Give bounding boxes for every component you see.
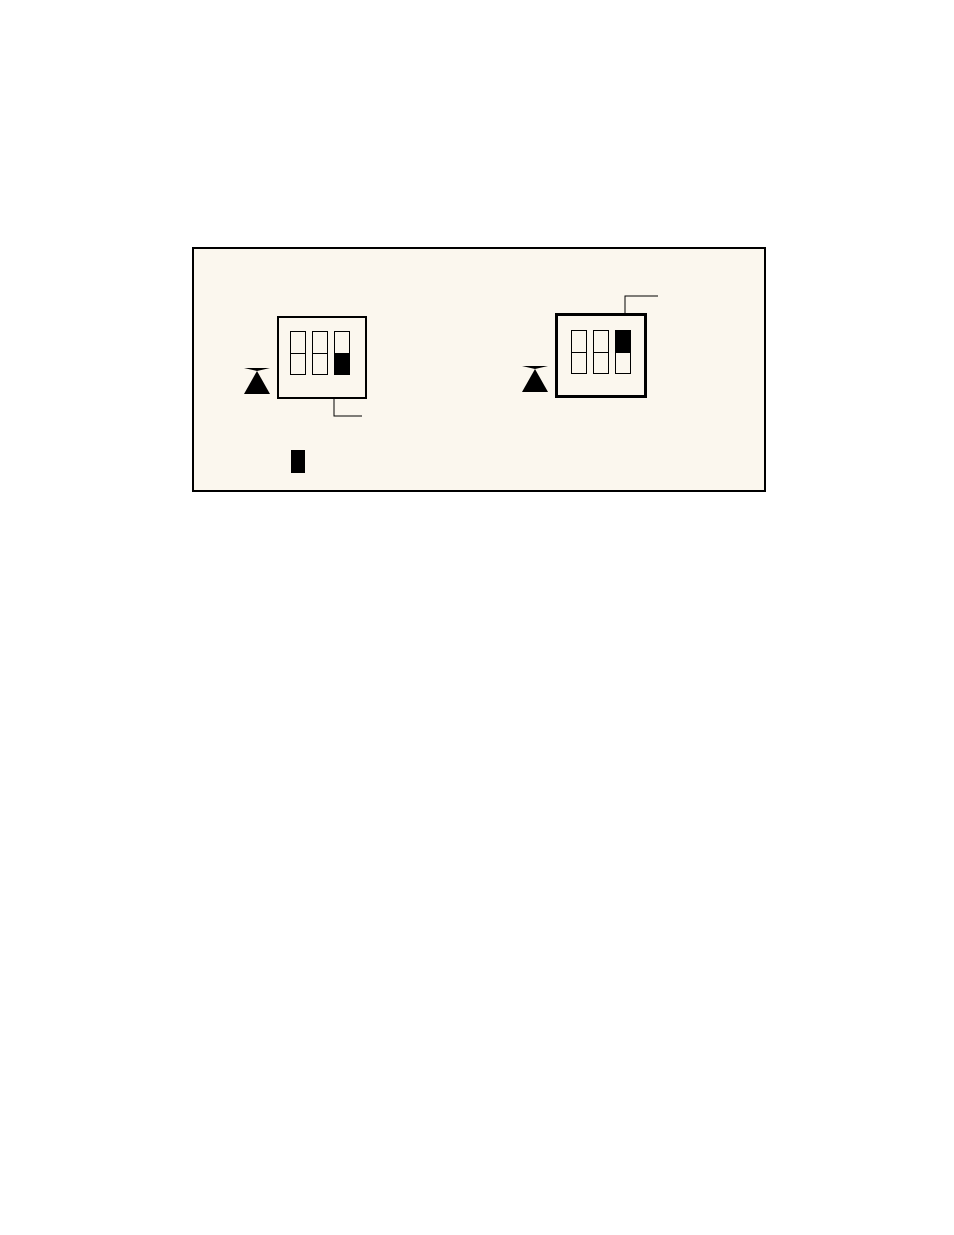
right-leader-line: [555, 313, 695, 353]
small-filled-rect: [291, 450, 305, 473]
right-triangle-icon: [522, 366, 548, 392]
diagram-figure: [192, 247, 766, 492]
left-leader-line: [277, 316, 397, 436]
left-triangle-icon: [244, 368, 270, 394]
